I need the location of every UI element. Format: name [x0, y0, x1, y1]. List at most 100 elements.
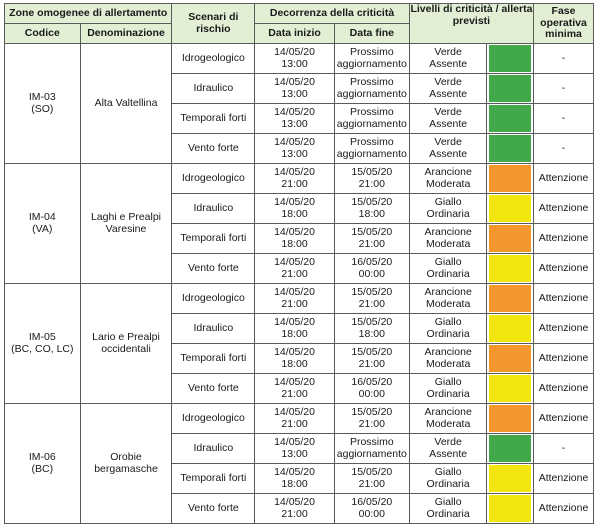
- start-datetime: 14/05/20 13:00: [254, 133, 335, 164]
- operative-phase: -: [533, 103, 594, 134]
- level-text: Arancione Moderata: [408, 163, 488, 194]
- level-color-swatch: [489, 405, 532, 432]
- table-row: IM-06 (BC) Orobie bergamasche Idrogeologic…: [4, 403, 594, 524]
- level-color-swatch: [489, 465, 532, 492]
- level-color-swatch: [489, 255, 532, 282]
- alert-table-body: IM-03 (SO) Alta Valtellina Idrogeologico 14…: [4, 43, 594, 524]
- operative-phase: Attenzione: [533, 283, 594, 314]
- level-color-cell: [486, 223, 535, 254]
- scenario-cell: Temporali forti: [171, 223, 256, 254]
- level-color-swatch: [489, 315, 532, 342]
- table-row: Idraulico 14/05/20 18:00 15/05/20 18:00 Gia…: [5, 313, 594, 344]
- level-text: Giallo Ordinaria: [408, 193, 488, 224]
- scenario-cell: Vento forte: [171, 133, 256, 164]
- name-header: Denominazione: [79, 23, 173, 44]
- operative-phase: -: [533, 43, 594, 74]
- level-color-cell: [486, 283, 535, 314]
- zone-code: IM-06 (BC): [4, 403, 81, 524]
- scenario-cell: Idraulico: [171, 193, 256, 224]
- period-group-header: Decorrenza della criticità: [254, 3, 410, 24]
- end-datetime: 15/05/20 18:00: [333, 193, 410, 224]
- start-datetime: 14/05/20 21:00: [254, 283, 335, 314]
- scenario-cell: Idraulico: [171, 73, 256, 104]
- start-header: Data inizio: [254, 23, 335, 44]
- end-datetime: 15/05/20 21:00: [333, 283, 410, 314]
- end-datetime: 15/05/20 18:00: [333, 313, 410, 344]
- alert-table: Zone omogenee di allertamento Scenari di…: [3, 3, 594, 524]
- scenario-cell: Vento forte: [171, 493, 256, 524]
- end-datetime: Prossimo aggiornamento: [333, 433, 410, 464]
- scenario-cell: Idrogeologico: [171, 403, 256, 434]
- level-color-swatch: [489, 375, 532, 402]
- start-datetime: 14/05/20 18:00: [254, 193, 335, 224]
- scenario-cell: Idraulico: [171, 313, 256, 344]
- level-color-swatch: [489, 195, 532, 222]
- operative-phase: Attenzione: [533, 223, 594, 254]
- zone-name: Lario e Prealpi occidentali: [79, 283, 173, 404]
- zones-group-header: Zone omogenee di allertamento: [3, 3, 173, 24]
- level-color-cell: [486, 253, 535, 284]
- operative-phase: -: [533, 73, 594, 104]
- end-datetime: 16/05/20 00:00: [333, 373, 410, 404]
- start-datetime: 14/05/20 21:00: [254, 493, 335, 524]
- zone-code: IM-05 (BC, CO, LC): [4, 283, 81, 404]
- operative-phase: Attenzione: [533, 463, 594, 494]
- level-text: Arancione Moderata: [408, 343, 488, 374]
- start-datetime: 14/05/20 13:00: [254, 43, 335, 74]
- level-text: Verde Assente: [408, 103, 488, 134]
- table-row: Temporali forti 14/05/20 13:00 Prossimo ag…: [5, 103, 594, 134]
- level-color-cell: [486, 313, 535, 344]
- zone-name: Laghi e Prealpi Varesine: [79, 163, 173, 284]
- level-text: Giallo Ordinaria: [408, 253, 488, 284]
- operative-phase: Attenzione: [533, 313, 594, 344]
- level-text: Verde Assente: [408, 73, 488, 104]
- phase-header: Fase operativa minima: [533, 3, 594, 44]
- end-datetime: Prossimo aggiornamento: [333, 133, 410, 164]
- end-datetime: Prossimo aggiornamento: [333, 73, 410, 104]
- scenario-cell: Idrogeologico: [171, 283, 256, 314]
- operative-phase: Attenzione: [533, 253, 594, 284]
- level-color-swatch: [489, 285, 532, 312]
- start-datetime: 14/05/20 18:00: [254, 343, 335, 374]
- table-row: Vento forte 14/05/20 13:00 Prossimo aggior…: [5, 133, 594, 164]
- level-color-cell: [486, 373, 535, 404]
- zone-name: Alta Valtellina: [79, 43, 173, 164]
- level-color-cell: [486, 193, 535, 224]
- level-color-cell: [486, 103, 535, 134]
- zone-name: Orobie bergamasche: [79, 403, 173, 524]
- end-datetime: Prossimo aggiornamento: [333, 103, 410, 134]
- level-text: Arancione Moderata: [408, 223, 488, 254]
- zone-code: IM-03 (SO): [4, 43, 81, 164]
- level-text: Verde Assente: [408, 133, 488, 164]
- scenario-cell: Idrogeologico: [171, 163, 256, 194]
- level-color-cell: [486, 133, 535, 164]
- start-datetime: 14/05/20 21:00: [254, 253, 335, 284]
- level-color-cell: [486, 403, 535, 434]
- table-row: Temporali forti 14/05/20 18:00 15/05/20 21…: [5, 343, 594, 374]
- level-text: Giallo Ordinaria: [408, 313, 488, 344]
- operative-phase: -: [533, 133, 594, 164]
- level-text: Arancione Moderata: [408, 403, 488, 434]
- scenario-cell: Idrogeologico: [171, 43, 256, 74]
- level-color-cell: [486, 43, 535, 74]
- start-datetime: 14/05/20 13:00: [254, 103, 335, 134]
- end-datetime: 15/05/20 21:00: [333, 343, 410, 374]
- level-color-swatch: [489, 225, 532, 252]
- table-row: Vento forte 14/05/20 21:00 16/05/20 00:00 G…: [5, 373, 594, 404]
- level-text: Giallo Ordinaria: [408, 463, 488, 494]
- operative-phase: -: [533, 433, 594, 464]
- start-datetime: 14/05/20 21:00: [254, 403, 335, 434]
- start-datetime: 14/05/20 13:00: [254, 433, 335, 464]
- level-color-swatch: [489, 75, 532, 102]
- level-color-swatch: [489, 495, 532, 522]
- level-text: Giallo Ordinaria: [408, 373, 488, 404]
- operative-phase: Attenzione: [533, 163, 594, 194]
- level-color-cell: [486, 463, 535, 494]
- level-color-swatch: [489, 45, 532, 72]
- level-color-cell: [486, 73, 535, 104]
- operative-phase: Attenzione: [533, 193, 594, 224]
- table-row: Idraulico 14/05/20 18:00 15/05/20 18:00 Gia…: [5, 193, 594, 224]
- end-datetime: 16/05/20 00:00: [333, 493, 410, 524]
- level-color-swatch: [489, 435, 532, 462]
- scenario-cell: Vento forte: [171, 373, 256, 404]
